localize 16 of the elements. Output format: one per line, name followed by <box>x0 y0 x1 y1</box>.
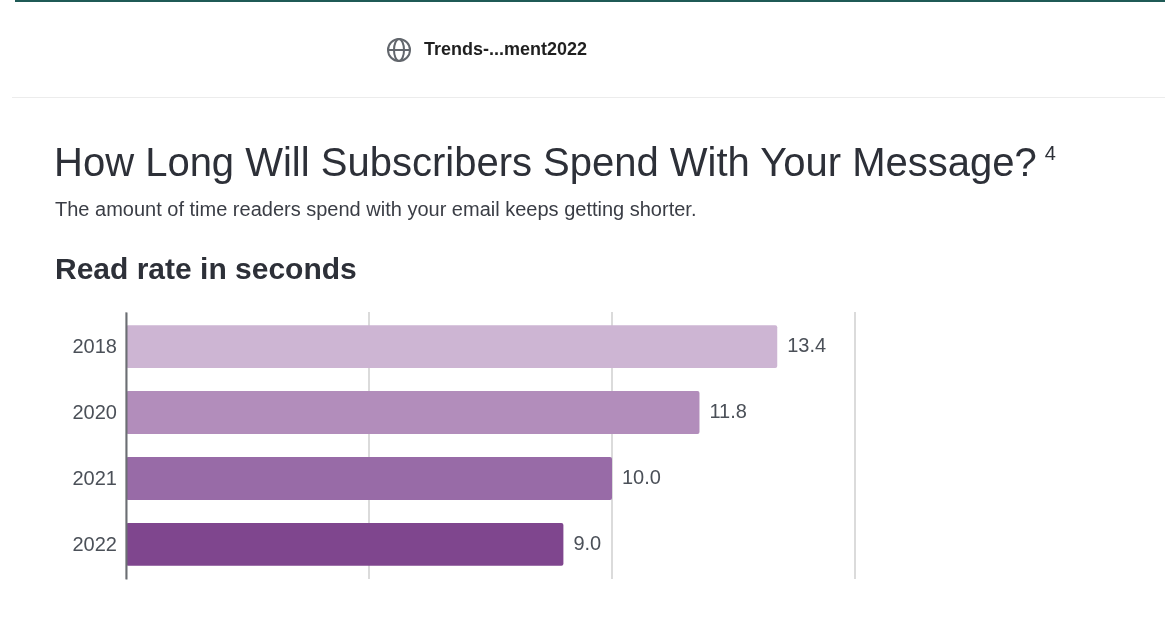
data-label: 10.0 <box>622 465 661 488</box>
data-label: 9.0 <box>573 531 602 554</box>
y-tick-label: 2022 <box>72 532 117 555</box>
y-tick-label: 2018 <box>72 335 117 358</box>
bar <box>126 522 564 566</box>
bar <box>126 391 700 434</box>
y-tick-label: 2021 <box>72 466 117 489</box>
data-label: 13.4 <box>787 333 827 356</box>
text: Trends-...ment2022 <box>424 39 588 60</box>
chart-title: How Long Will Subscribers Spend With Your Message?$^{4}$ <box>54 139 1056 185</box>
bar <box>126 457 612 500</box>
chart-subtitle: The amount of time readers spend with your email keeps getting shorter. <box>55 198 697 221</box>
data-label: 11.8 <box>709 399 747 422</box>
y-tick-label: 2020 <box>72 400 117 423</box>
bar <box>126 325 778 369</box>
x-axis-title: Read rate in seconds <box>55 252 357 287</box>
